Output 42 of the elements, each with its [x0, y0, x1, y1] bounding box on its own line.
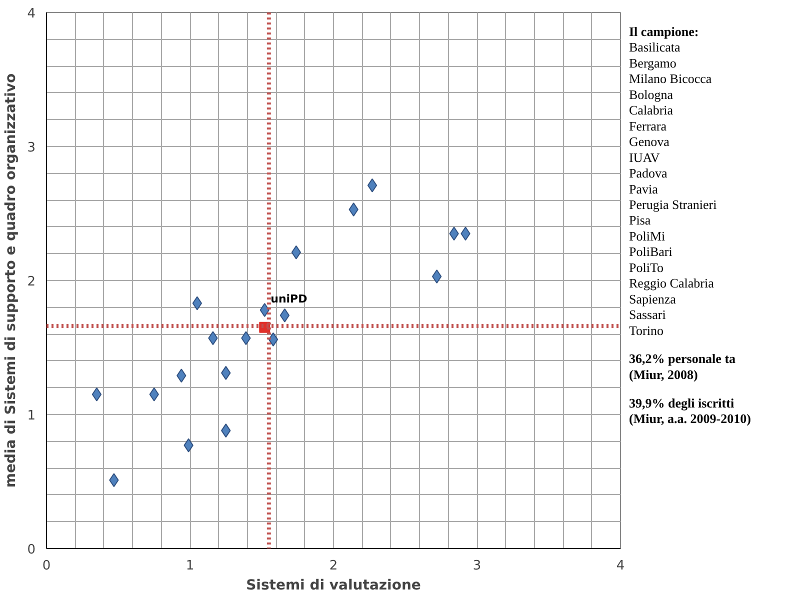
text: Perugia Stranieri — [629, 197, 718, 212]
point — [367, 178, 378, 192]
text: Milano Bicocca — [629, 71, 712, 86]
series-label: uniPD — [270, 292, 308, 306]
x-tick-label: 0 — [42, 558, 51, 574]
text: Reggio Calabria — [629, 276, 714, 291]
y-axis-title: media di Sistemi di supporto e quadro organizzativo — [3, 72, 20, 488]
text: Pavia — [629, 181, 658, 196]
x-tick-label: 1 — [186, 558, 194, 574]
text: Calabria — [629, 102, 674, 118]
text: Bergamo — [629, 55, 676, 70]
y-tick-label: 2 — [27, 274, 36, 290]
text: Bologna — [629, 86, 674, 102]
text: 36,2% personale ta (Miur, 2008) — [629, 351, 736, 382]
x-tick-label: 4 — [616, 558, 625, 574]
text: Basilicata — [629, 40, 680, 55]
text: Pisa — [629, 212, 651, 228]
point — [432, 269, 442, 284]
text: Il campione: — [629, 24, 699, 39]
text: 39,9% degli iscritti (Miur, a.a. 2009-2010) — [629, 395, 751, 426]
point — [192, 296, 202, 310]
text: Sapienza — [629, 291, 676, 306]
point — [268, 332, 278, 346]
point — [280, 308, 290, 322]
text: Sassari — [629, 307, 666, 322]
x-tick-label: 2 — [329, 558, 338, 574]
y-tick-label: 4 — [27, 6, 36, 22]
text: PoliBari — [629, 244, 673, 260]
y-tick-label: 3 — [27, 140, 36, 156]
x-axis-title: Sistemi di valutazione — [246, 578, 421, 594]
x-tick-label: 3 — [472, 558, 482, 574]
y-tick-label: 0 — [27, 542, 36, 558]
text: PoliTo — [629, 260, 664, 275]
text: Padova — [629, 166, 668, 181]
point — [92, 387, 102, 402]
text: IUAV — [629, 150, 660, 165]
point — [291, 245, 302, 260]
text: PoliMi — [629, 228, 666, 244]
y-tick-label: 1 — [27, 408, 36, 424]
text: Torino — [629, 322, 664, 338]
text: Genova — [629, 134, 670, 150]
text: Ferrara — [629, 118, 667, 134]
